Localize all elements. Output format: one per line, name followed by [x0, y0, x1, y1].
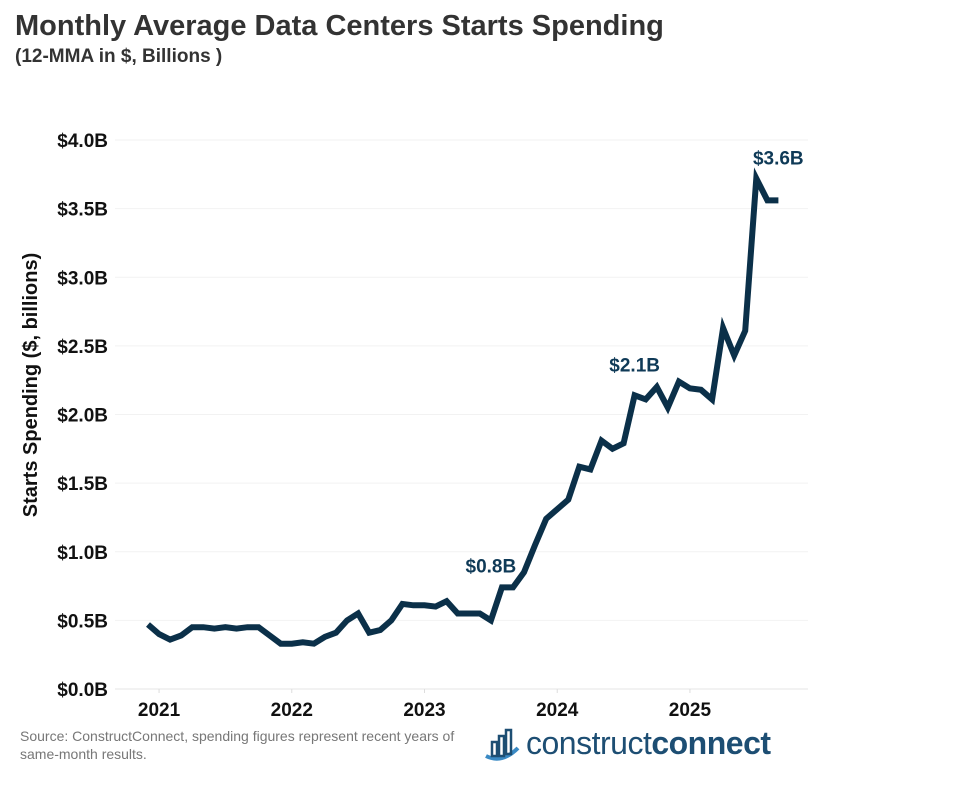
logo-text-construct: construct — [526, 725, 652, 761]
y-tick-label: $4.0B — [57, 131, 108, 152]
y-tick-label: $3.5B — [57, 200, 108, 221]
y-tick-label: $0.0B — [57, 680, 108, 701]
y-tick-label: $2.5B — [57, 337, 108, 358]
data-label: $0.8B — [466, 556, 517, 577]
data-label: $3.6B — [753, 148, 804, 169]
y-axis-label: Starts Spending ($, billions) — [20, 253, 42, 517]
chart-subtitle: (12-MMA in $, Billions ) — [15, 46, 223, 67]
y-tick-label: $3.0B — [57, 268, 108, 289]
constructconnect-logo: construct connect — [482, 725, 771, 762]
data-label: $2.1B — [609, 355, 660, 376]
y-tick-label: $2.0B — [57, 406, 108, 427]
x-tick-label: 2023 — [403, 700, 445, 721]
data-line — [146, 167, 779, 647]
logo-icon — [485, 728, 520, 761]
source-note: Source: ConstructConnect, spending figur… — [20, 728, 455, 762]
y-tick-label: $1.0B — [57, 543, 108, 564]
logo-text-connect: connect — [651, 725, 771, 761]
chart-title: Monthly Average Data Centers Starts Spen… — [15, 10, 664, 42]
y-tick-label: $0.5B — [57, 611, 108, 632]
x-tick-label: 2024 — [536, 700, 579, 721]
x-tick-label: 2022 — [271, 700, 313, 721]
y-tick-label: $1.5B — [57, 474, 108, 495]
x-tick-label: 2025 — [669, 700, 712, 721]
x-tick-label: 2021 — [138, 700, 181, 721]
